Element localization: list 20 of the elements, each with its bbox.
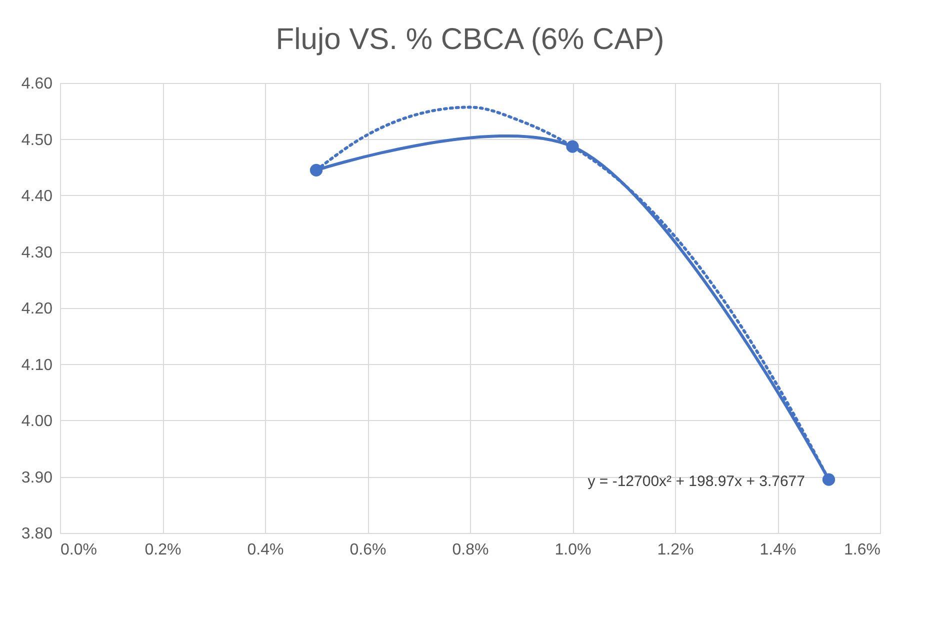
x-tick-label: 1.6% [844,542,880,558]
y-tick-label: 4.60 [21,76,53,92]
y-tick-label: 4.00 [21,413,53,430]
y-tick-label: 4.50 [21,132,53,149]
x-tick-label: 0.4% [247,542,284,558]
x-tick-label: 0.8% [452,542,489,558]
y-tick-label: 3.90 [21,469,53,486]
x-tick-label: 1.0% [554,542,592,558]
y-tick-label: 4.20 [21,300,53,318]
chart-title: Flujo VS. % CBCA (6% CAP) [276,23,664,56]
y-tick-label: 4.40 [21,188,53,205]
y-tick-label: 4.30 [21,244,53,262]
x-tick-label: 1.4% [760,542,796,558]
x-tick-label: 0.2% [144,542,182,558]
y-tick-label: 3.80 [21,526,53,542]
annotation: y = -12700x² + 198.97x + 3.7677 [588,473,805,490]
x-tick-label: 1.2% [657,542,694,558]
y-tick-label: 4.10 [21,356,53,374]
x-tick-label: 0.6% [350,542,386,558]
x-tick-label: 0.0% [60,542,97,558]
